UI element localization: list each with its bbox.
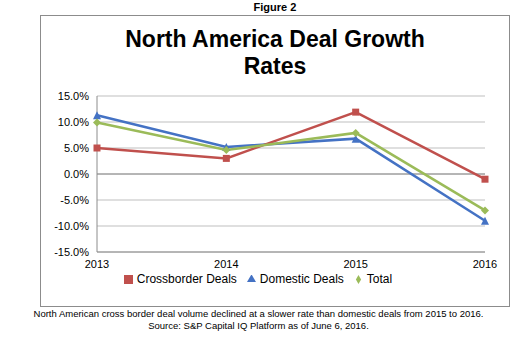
svg-text:-5.0%: -5.0%	[60, 194, 89, 206]
svg-text:5.0%: 5.0%	[64, 142, 89, 154]
html-text:Figure 2: Figure 2	[253, 1, 297, 13]
html-text:Total: Total	[366, 272, 393, 286]
svg-text:2014: 2014	[214, 258, 238, 270]
svg-text:-15.0%: -15.0%	[54, 246, 89, 258]
svg-text:-10.0%: -10.0%	[54, 220, 89, 232]
svg-text:2016: 2016	[473, 258, 497, 270]
svg-text:10.0%: 10.0%	[58, 116, 89, 128]
svg-text:2013: 2013	[85, 258, 109, 270]
html-text:Domestic Deals: Domestic Deals	[259, 272, 344, 286]
html-text:Crossborder Deals: Crossborder Deals	[136, 272, 237, 286]
html-text:North America Deal Growth Rate: North America Deal Growth Rates	[125, 26, 425, 79]
html-text:North American cross border de: North American cross border deal volume …	[33, 308, 484, 319]
html-text:Source: S&P Capital IQ Platfor: Source: S&P Capital IQ Platform as of Ju…	[148, 320, 369, 331]
svg-text:0.0%: 0.0%	[64, 168, 89, 180]
svg-text:2015: 2015	[343, 258, 367, 270]
svg-text:15.0%: 15.0%	[58, 90, 89, 102]
